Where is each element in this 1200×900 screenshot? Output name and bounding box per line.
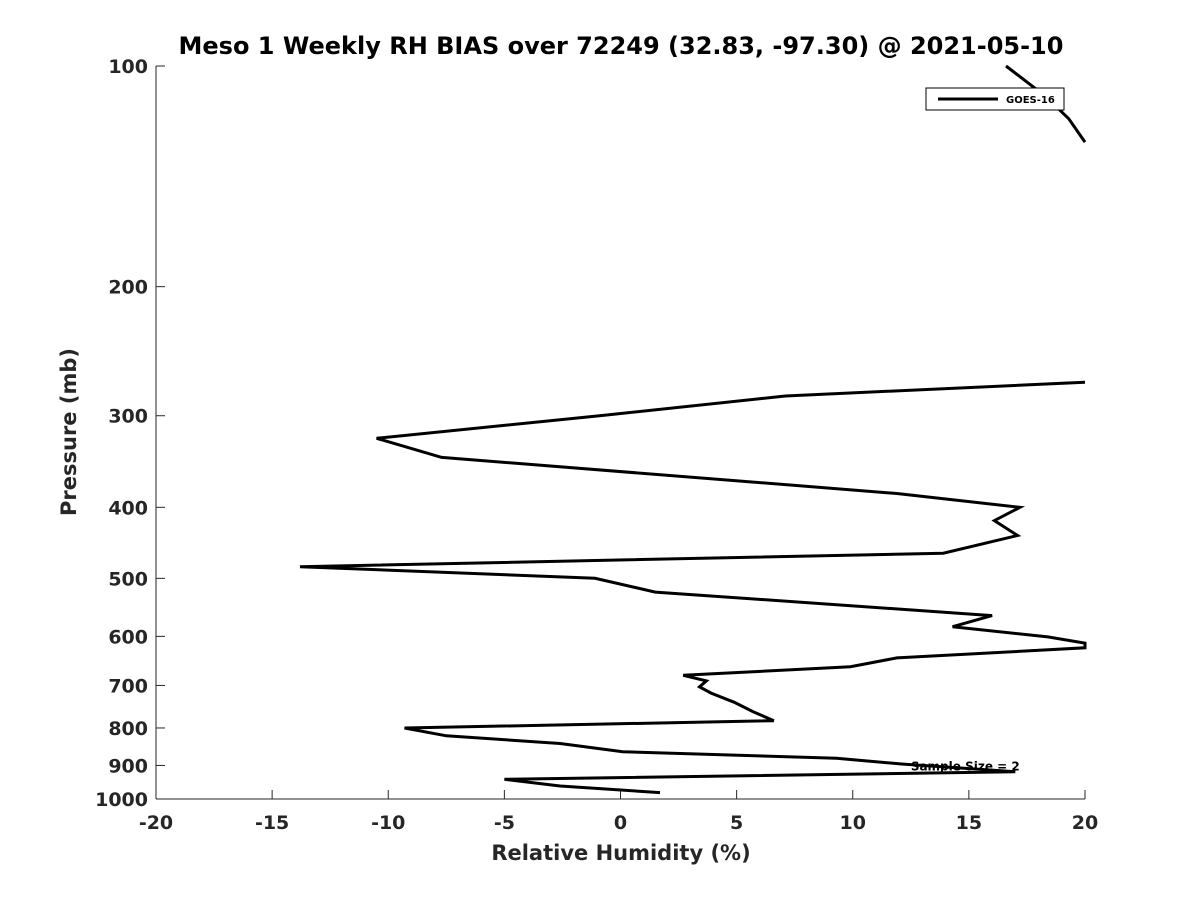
series-line-goes-16-segment-2 (299, 380, 1087, 795)
x-tick-label: -15 (255, 812, 289, 834)
y-tick-label: 900 (108, 755, 148, 777)
legend-label-goes-16: GOES-16 (1006, 95, 1055, 106)
plot-area: -20 -15 -10 -5 0 5 10 15 20 100 200 300 400 500 600 700… (95, 56, 1098, 834)
legend: GOES-16 (925, 87, 1065, 111)
y-tick-label: 600 (108, 626, 148, 648)
y-tick-label: 800 (108, 718, 148, 740)
x-tick-label: 5 (730, 812, 743, 834)
y-tick-label: 500 (108, 568, 148, 590)
chart-title: Meso 1 Weekly RH BIAS over 72249 (32.83,… (179, 32, 1064, 60)
y-tick-label: 200 (108, 277, 148, 299)
y-tick-label: 300 (108, 406, 148, 428)
y-tick-label: 400 (108, 497, 148, 519)
x-tick-label: 0 (614, 812, 627, 834)
x-axis-label: Relative Humidity (%) (491, 841, 750, 865)
x-tick-label: -10 (371, 812, 405, 834)
x-tick-label: 15 (956, 812, 982, 834)
sample-size-annotation: Sample Size = 2 (911, 759, 1020, 773)
x-tick-label: -5 (494, 812, 515, 834)
x-tick-label: 10 (840, 812, 866, 834)
y-tick-label: 100 (108, 56, 148, 78)
x-tick-label: -20 (139, 812, 173, 834)
y-tick-label: 700 (108, 675, 148, 697)
y-tick-label: 1000 (95, 789, 148, 811)
y-axis-label: Pressure (mb) (57, 348, 81, 516)
x-tick-label: 20 (1072, 812, 1098, 834)
